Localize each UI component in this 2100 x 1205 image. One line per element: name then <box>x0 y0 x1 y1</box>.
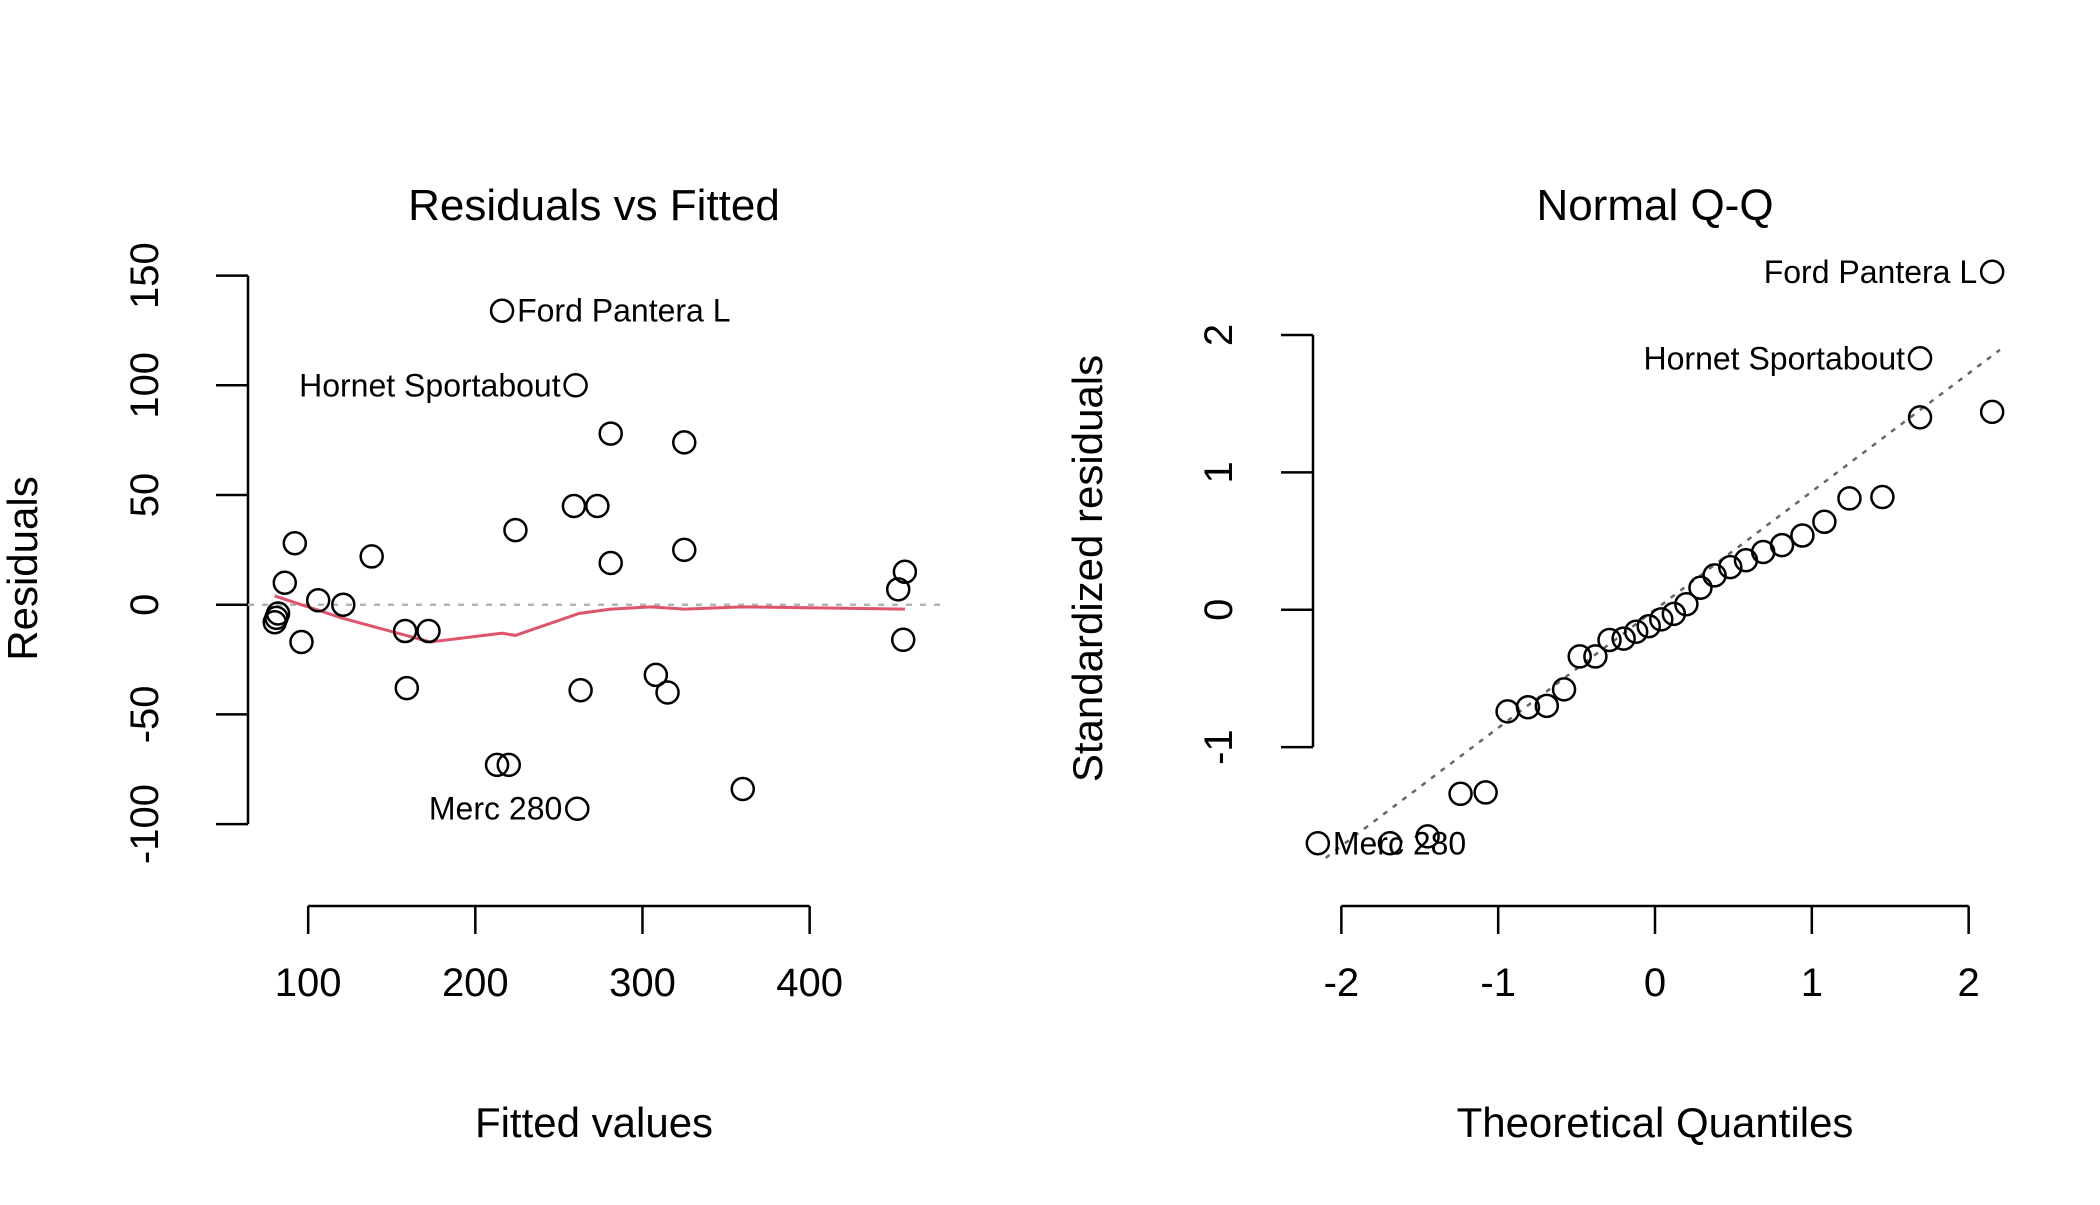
x-axis-label: Fitted values <box>475 1099 713 1146</box>
data-point <box>1718 554 1743 580</box>
data-point <box>730 776 756 802</box>
x-tick-label: -2 <box>1324 961 1360 1005</box>
data-point <box>305 588 331 613</box>
data-point <box>885 577 911 602</box>
data-point <box>1551 677 1577 702</box>
x-tick-label: -1 <box>1480 961 1516 1005</box>
data-point <box>1661 601 1687 627</box>
data-point <box>598 550 623 576</box>
data-point <box>1448 781 1473 807</box>
data-point <box>1769 532 1795 558</box>
data-point <box>331 592 356 617</box>
y-axis-label: Residuals <box>0 476 46 660</box>
data-point <box>265 601 291 626</box>
data-point <box>1636 613 1661 639</box>
data-point <box>489 298 515 323</box>
data-point <box>1534 693 1560 719</box>
x-tick-label: 0 <box>1644 961 1666 1005</box>
data-point <box>1812 509 1837 535</box>
data-point <box>1674 591 1699 617</box>
data-point <box>503 517 528 543</box>
point-annotation: Hornet Sportabout <box>1644 340 1906 376</box>
y-tick-label: 0 <box>1197 599 1241 621</box>
point-annotation: Merc 280 <box>429 791 562 827</box>
data-point <box>598 421 623 446</box>
data-point <box>496 752 522 778</box>
data-point <box>585 493 610 519</box>
panel-normal-qq: Normal Q-Q -2 -1 0 1 2 Theoretical Quantiles -1… <box>1064 181 2005 1146</box>
data-point <box>561 493 587 519</box>
data-point <box>1567 644 1592 669</box>
data-point <box>1649 607 1674 632</box>
y-tick-label: 2 <box>1197 324 1241 346</box>
x-tick-label: 300 <box>609 961 676 1005</box>
y-tick-label: 1 <box>1197 461 1241 483</box>
x-axis-label: Theoretical Quantiles <box>1457 1099 1854 1146</box>
data-point <box>672 537 697 563</box>
data-point <box>272 570 298 596</box>
smooth-line <box>274 594 905 644</box>
data-point <box>568 678 593 703</box>
chart-title: Residuals vs Fitted <box>408 181 780 230</box>
data-point <box>892 559 918 585</box>
data-point <box>1979 399 2005 425</box>
data-point <box>1870 484 1895 510</box>
panel-residuals-vs-fitted: Residuals vs Fitted 100 200 300 400 Fitted va… <box>0 181 940 1146</box>
data-point <box>1583 644 1608 669</box>
x-tick-label: 1 <box>1801 961 1823 1005</box>
x-tick-label: 200 <box>442 961 509 1005</box>
data-point <box>1702 563 1727 588</box>
x-tick-label: 2 <box>1958 961 1980 1005</box>
chart-title: Normal Q-Q <box>1536 181 1773 230</box>
y-tick-label: -1 <box>1197 729 1241 765</box>
data-point <box>282 531 308 556</box>
y-tick-label: -50 <box>123 685 167 743</box>
data-point <box>1907 405 1933 430</box>
y-axis-label: Standardized residuals <box>1064 355 1111 782</box>
data-point <box>565 796 590 821</box>
data-point <box>1623 619 1649 644</box>
data-point <box>1790 523 1815 548</box>
y-tick-label: 100 <box>123 352 167 419</box>
data-point <box>394 675 420 701</box>
y-tick-label: 150 <box>123 242 167 309</box>
x-tick-label: 400 <box>776 961 843 1005</box>
y-tick-label: 0 <box>123 594 167 616</box>
data-point <box>484 752 510 778</box>
data-point <box>1473 780 1498 805</box>
data-point <box>1979 259 2005 285</box>
data-point <box>1907 346 1933 371</box>
y-tick-label: 50 <box>123 473 167 517</box>
data-point <box>1515 695 1541 720</box>
data-point <box>563 373 588 398</box>
data-point <box>890 627 916 653</box>
data-point <box>1415 824 1440 849</box>
point-annotation: Hornet Sportabout <box>299 367 561 403</box>
data-point <box>1837 486 1862 511</box>
point-annotation: Ford Pantera L <box>517 293 730 329</box>
data-point <box>1597 627 1622 653</box>
data-point <box>416 618 441 644</box>
data-point <box>643 662 669 688</box>
data-point <box>1377 831 1403 856</box>
qq-reference-line <box>1324 348 2001 859</box>
data-point <box>1495 699 1520 724</box>
data-point <box>655 680 680 705</box>
data-point <box>1688 575 1713 600</box>
data-point <box>1305 831 1331 856</box>
data-point <box>392 618 418 644</box>
data-point <box>1611 626 1636 651</box>
point-annotation: Ford Pantera L <box>1764 254 1977 290</box>
data-point <box>359 544 384 569</box>
x-tick-label: 100 <box>275 961 342 1005</box>
data-point <box>289 629 314 655</box>
point-annotation: Merc 280 <box>1333 825 1466 861</box>
data-point <box>672 430 697 455</box>
y-tick-label: -100 <box>123 784 167 864</box>
